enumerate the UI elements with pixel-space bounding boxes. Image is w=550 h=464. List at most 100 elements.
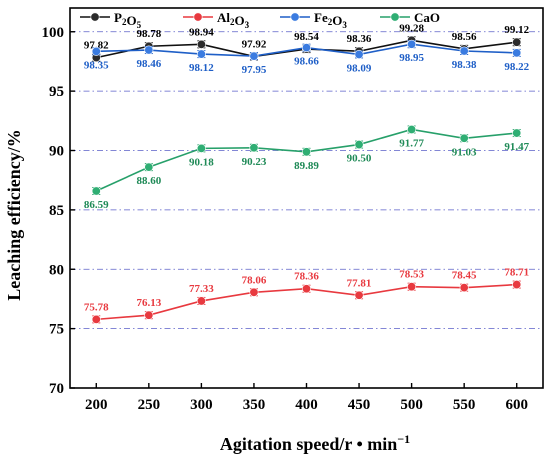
legend-item-Al2O3: Al2O3 — [183, 10, 250, 30]
x-tick-label-400: 400 — [295, 397, 318, 413]
data-label: 98.56 — [452, 31, 477, 43]
data-label: 98.54 — [294, 31, 319, 43]
data-label: 78.53 — [399, 269, 424, 281]
data-label: 77.81 — [347, 277, 372, 289]
series-CaO: 86.59 88.60 90.18 90.23 89.89 90.50 91.77 91.03… — [84, 124, 530, 211]
series-Al2O3: 75.78 76.13 77.33 78.06 78.36 77.81 78.53 78.45… — [84, 267, 529, 324]
data-point — [354, 140, 364, 150]
data-label: 90.50 — [347, 153, 372, 165]
legend-label: Al2O3 — [217, 10, 250, 30]
x-tick-label-250: 250 — [138, 397, 161, 413]
data-point — [512, 280, 522, 290]
x-axis-title-main: Agitation speed/r • min — [220, 434, 397, 454]
legend-label: P2O5 — [114, 10, 142, 30]
y-tick-label-70: 70 — [49, 381, 64, 397]
axes: 70 75 80 85 90 95 100 200 250 300 350 400 450 500 550 6… — [42, 7, 544, 413]
series-layer: 97.82 98.78 98.94 97.92 98.54 98.36 99.28 98.56… — [84, 22, 530, 324]
data-label: 97.92 — [242, 38, 267, 50]
data-point — [196, 49, 206, 59]
data-point — [249, 287, 259, 297]
data-label: 91.47 — [504, 141, 529, 153]
data-label: 91.77 — [399, 137, 424, 149]
data-label: 78.36 — [294, 271, 319, 283]
data-point — [459, 133, 469, 143]
data-label: 86.59 — [84, 199, 109, 211]
data-label: 97.95 — [242, 64, 267, 76]
legend-marker — [193, 12, 203, 22]
data-label: 76.13 — [136, 297, 161, 309]
data-label: 98.09 — [347, 62, 372, 74]
data-label: 75.78 — [84, 301, 109, 313]
data-point — [144, 310, 154, 320]
data-point — [91, 314, 101, 324]
legend-item-Fe2O3: Fe2O3 — [280, 10, 347, 30]
y-tick-label-75: 75 — [49, 322, 64, 338]
data-point — [196, 296, 206, 306]
data-point — [249, 143, 259, 153]
data-label: 89.89 — [294, 160, 319, 172]
data-label: 98.46 — [136, 58, 161, 70]
data-label: 98.94 — [189, 26, 214, 38]
data-point — [407, 282, 417, 292]
legend-label: CaO — [414, 10, 440, 25]
data-label: 98.38 — [452, 59, 477, 71]
data-label: 99.12 — [504, 24, 529, 36]
legend-marker — [290, 12, 300, 22]
legend-label: Fe2O3 — [314, 10, 347, 30]
data-point — [249, 51, 259, 61]
legend-marker — [90, 12, 100, 22]
data-label: 78.71 — [504, 267, 529, 279]
data-point — [354, 49, 364, 59]
data-point — [91, 46, 101, 56]
legend-item-CaO: CaO — [380, 10, 440, 25]
x-axis-title-unit-exponent: −1 — [397, 432, 410, 446]
data-label: 91.03 — [452, 146, 477, 158]
data-point — [91, 186, 101, 196]
data-label: 88.60 — [136, 175, 161, 187]
y-tick-label-80: 80 — [49, 262, 64, 278]
data-label: 98.78 — [136, 28, 161, 40]
data-point — [196, 143, 206, 153]
x-axis-title: Agitation speed/r • min−1 — [220, 432, 410, 454]
y-tick-label-90: 90 — [49, 144, 64, 160]
grid-lines — [70, 31, 543, 330]
data-label: 98.22 — [504, 61, 529, 73]
data-label: 98.35 — [84, 59, 109, 71]
data-point — [512, 37, 522, 47]
data-label: 97.82 — [84, 40, 109, 52]
x-tick-label-550: 550 — [453, 397, 476, 413]
data-label: 90.18 — [189, 156, 214, 168]
x-tick-label-300: 300 — [190, 397, 213, 413]
series-Fe2O3: 98.35 98.46 98.12 97.95 98.66 98.09 98.95 98.38… — [84, 39, 530, 76]
legend-marker — [390, 12, 400, 22]
data-point — [459, 283, 469, 293]
x-tick-label-450: 450 — [348, 397, 371, 413]
x-tick-label-200: 200 — [85, 397, 108, 413]
data-point — [512, 128, 522, 138]
data-label: 78.06 — [242, 274, 267, 286]
x-tick-label-350: 350 — [243, 397, 266, 413]
y-tick-label-85: 85 — [49, 203, 64, 219]
data-point — [144, 162, 154, 172]
data-label: 78.45 — [452, 270, 477, 282]
data-point — [407, 39, 417, 49]
y-axis-title: Leaching efficiency/% — [4, 129, 24, 300]
data-label: 98.95 — [399, 52, 424, 64]
data-label: 99.28 — [399, 22, 424, 34]
data-point — [459, 46, 469, 56]
data-label: 90.23 — [242, 156, 267, 168]
data-label: 98.66 — [294, 56, 319, 68]
data-point — [354, 290, 364, 300]
legend: P2O5 Al2O3 Fe2O3 CaO — [80, 10, 440, 30]
legend-item-P2O5: P2O5 — [80, 10, 142, 30]
data-point — [512, 48, 522, 58]
y-tick-label-100: 100 — [42, 25, 65, 41]
x-tick-label-500: 500 — [400, 397, 423, 413]
data-point — [407, 124, 417, 134]
data-label: 77.33 — [189, 283, 214, 295]
x-tick-label-600: 600 — [505, 397, 528, 413]
data-point — [301, 43, 311, 53]
data-label: 98.36 — [347, 33, 372, 45]
data-point — [144, 45, 154, 55]
